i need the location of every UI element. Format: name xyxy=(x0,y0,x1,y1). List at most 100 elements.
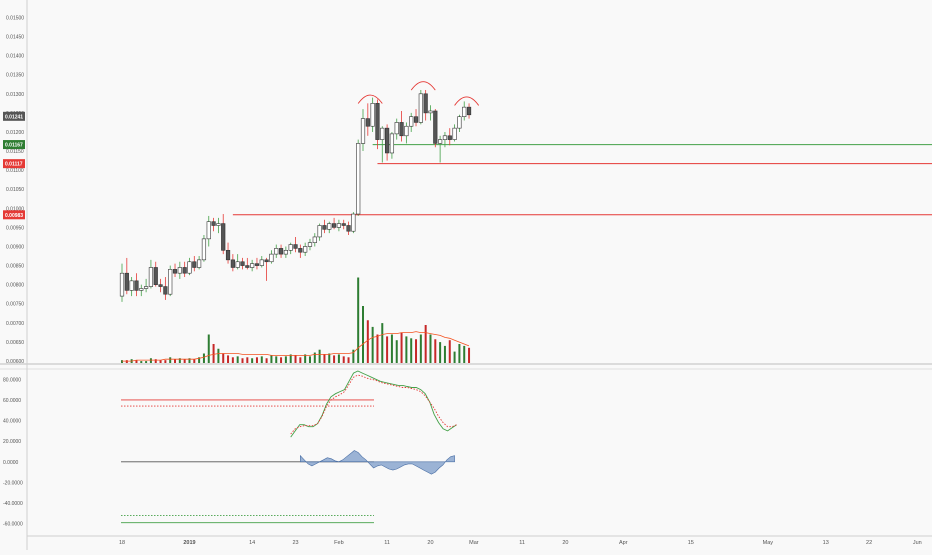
candle-body xyxy=(254,263,260,266)
volume-bar xyxy=(188,358,191,363)
volume-bar xyxy=(121,360,123,363)
candle-body xyxy=(278,248,284,255)
volume-bar xyxy=(212,344,215,363)
arc-annotation xyxy=(357,94,383,104)
candle-body xyxy=(327,223,332,230)
candle-body xyxy=(274,248,279,255)
candle-body xyxy=(423,93,428,114)
time-tick-label: Mar xyxy=(469,540,479,546)
volume-bar xyxy=(313,352,316,363)
time-tick-label: 13 xyxy=(823,540,829,546)
candle-body xyxy=(148,267,154,287)
volume-bar xyxy=(178,358,181,363)
candle-body xyxy=(394,122,399,135)
annotation-layer xyxy=(357,81,480,106)
candle-body xyxy=(375,103,380,140)
candle-body xyxy=(457,116,462,129)
volume-bar xyxy=(419,334,422,363)
candle-body xyxy=(413,116,419,123)
oscillator-layer xyxy=(121,370,457,524)
time-tick-label: Feb xyxy=(334,540,343,546)
candle-body xyxy=(293,244,298,249)
volume-bar xyxy=(386,336,389,363)
volume-bar xyxy=(202,353,205,363)
volume-bar xyxy=(207,334,210,363)
candle-body xyxy=(134,280,139,291)
candle-body xyxy=(351,213,356,232)
candle-body xyxy=(240,261,245,266)
price-tick-label: 0.00900 xyxy=(6,244,24,250)
time-tick-label: 22 xyxy=(866,540,872,546)
volume-bar xyxy=(140,361,143,363)
volume-bar xyxy=(145,361,148,363)
candle-body xyxy=(336,223,342,228)
candle-body xyxy=(341,223,346,226)
candle-body xyxy=(264,259,269,263)
price-tick-label: 0.00650 xyxy=(6,340,24,346)
candle-body xyxy=(172,269,178,274)
candle-body xyxy=(187,261,192,274)
candle-body xyxy=(360,118,366,144)
candle-body xyxy=(201,238,207,261)
volume-bar xyxy=(366,320,369,363)
oscillator-tick-label: -40.0000 xyxy=(3,501,23,507)
price-tick-label: 0.01050 xyxy=(6,187,24,193)
candle-body xyxy=(331,223,337,228)
volume-bar xyxy=(352,349,355,363)
candle-body xyxy=(235,261,240,268)
oscillator-tick-label: 20.0000 xyxy=(3,439,21,445)
volume-bar xyxy=(174,359,177,363)
volume-bar xyxy=(255,357,258,363)
candle-body xyxy=(322,225,327,230)
time-tick-label: May xyxy=(763,540,774,546)
candle-body xyxy=(312,236,317,243)
volume-bar xyxy=(135,360,138,363)
volume-bar xyxy=(198,357,201,363)
price-tick-label: 0.01300 xyxy=(6,92,24,98)
k-line xyxy=(290,370,457,438)
volume-bar xyxy=(453,351,456,363)
volume-bar xyxy=(227,355,230,363)
candle-body xyxy=(356,143,361,215)
volume-bar xyxy=(217,348,220,363)
volume-bar xyxy=(193,359,196,363)
price-tick-label: 0.00800 xyxy=(6,283,24,289)
volume-bar xyxy=(439,342,442,363)
candle-body xyxy=(370,103,375,127)
oscillator-tick-label: -20.0000 xyxy=(3,480,23,486)
price-badge xyxy=(3,140,25,150)
candle-body xyxy=(466,106,472,116)
candle-body xyxy=(124,272,129,291)
candle-body xyxy=(158,284,163,287)
candle-body xyxy=(168,269,173,295)
volume-bar xyxy=(400,332,403,363)
candle-body xyxy=(269,253,274,263)
candle-body xyxy=(442,135,448,140)
volume-bar xyxy=(222,353,225,363)
volume-bar xyxy=(395,340,398,363)
price-tick-label: 0.00950 xyxy=(6,225,24,231)
volume-bar xyxy=(371,326,374,363)
price-tick-label: 0.01450 xyxy=(6,35,24,41)
candle-body xyxy=(433,110,438,144)
price-tick-label: 0.01100 xyxy=(6,168,24,174)
volume-bar xyxy=(328,353,331,363)
volume-bar xyxy=(251,358,254,363)
volume-bar xyxy=(458,344,461,363)
candle-body xyxy=(192,261,197,268)
volume-bar xyxy=(443,345,446,363)
volume-bar xyxy=(289,354,292,363)
volume-bar xyxy=(357,277,360,363)
candle-body xyxy=(404,125,409,137)
candles-layer xyxy=(119,89,472,302)
candle-body xyxy=(288,244,293,251)
candle-body xyxy=(380,127,385,140)
volume-bar xyxy=(390,334,393,363)
volume-bar xyxy=(299,357,302,363)
d-line xyxy=(290,374,457,435)
volume-bar xyxy=(333,355,336,363)
volume-bar xyxy=(246,357,249,363)
volume-bar xyxy=(347,357,350,363)
